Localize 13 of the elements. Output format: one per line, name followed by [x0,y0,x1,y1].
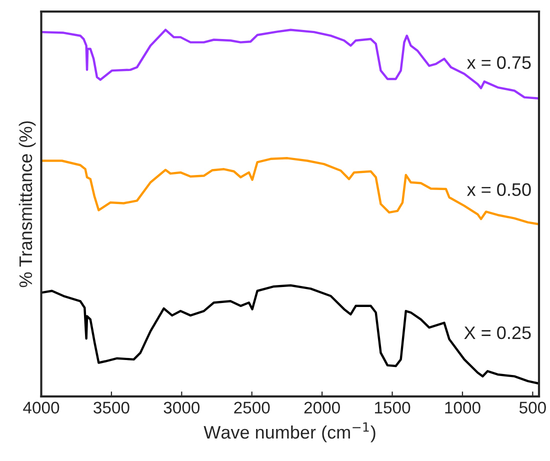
x-axis-title: Wave number (cm$^{−1}$) [204,422,376,442]
x-tick-label: 2000 [304,402,340,414]
series-label: X = 0.25 [464,326,531,340]
x-tick-label: 1500 [375,402,410,414]
x-tick-label: 3500 [94,402,130,414]
series-label: x = 0.75 [466,56,531,69]
y-axis-title: % Transmittance (%) [18,121,36,288]
x-tick-label: 500 [519,402,546,414]
x-tick-label: 4000 [23,402,60,414]
x-tick-label: 3000 [164,402,200,414]
series-label: x = 0.50 [466,183,531,196]
x-tick-label: 2500 [234,402,270,414]
x-tick-label: 1000 [445,402,480,414]
